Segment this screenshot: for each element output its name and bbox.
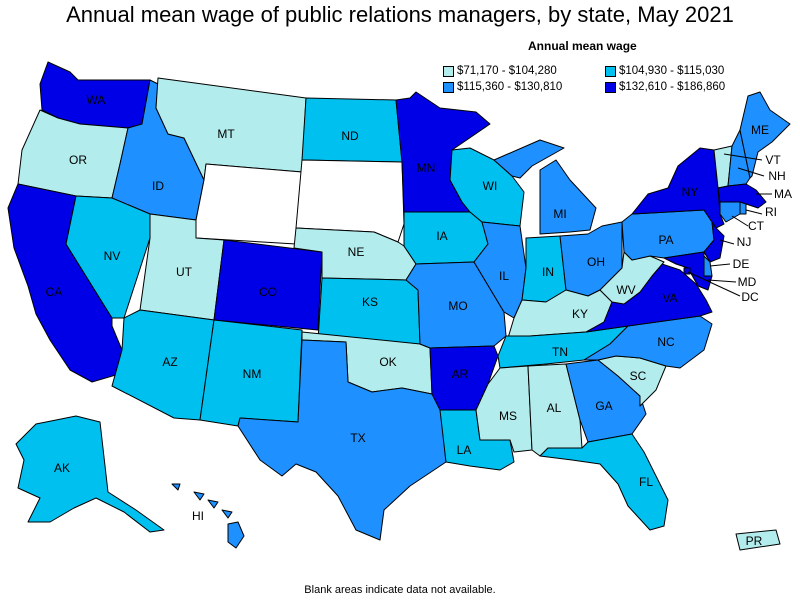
state-mi[interactable] bbox=[493, 139, 597, 235]
label-vt: VT bbox=[765, 153, 781, 167]
label-co: CO bbox=[259, 285, 277, 299]
label-mn: MN bbox=[417, 161, 436, 175]
label-nm: NM bbox=[243, 367, 262, 381]
legend-item-bin4: $132,610 - $186,860 bbox=[605, 81, 725, 93]
legend-title: Annual mean wage bbox=[528, 39, 637, 53]
label-sc: SC bbox=[630, 369, 647, 383]
label-pr: PR bbox=[746, 534, 763, 548]
state-md[interactable] bbox=[663, 251, 713, 291]
label-ca: CA bbox=[46, 285, 63, 299]
label-de: DE bbox=[733, 257, 750, 271]
label-tn: TN bbox=[552, 345, 568, 359]
label-md: MD bbox=[738, 275, 757, 289]
legend-swatch bbox=[443, 81, 454, 93]
label-il: IL bbox=[499, 269, 509, 283]
label-al: AL bbox=[547, 401, 562, 415]
state-wy[interactable] bbox=[195, 163, 303, 245]
state-dc[interactable] bbox=[683, 267, 691, 275]
leader-lines bbox=[687, 153, 772, 297]
label-nv: NV bbox=[104, 249, 121, 263]
label-la: LA bbox=[457, 443, 472, 457]
label-ny: NY bbox=[682, 185, 699, 199]
label-mi: MI bbox=[553, 207, 566, 221]
state-ak[interactable] bbox=[15, 415, 165, 533]
label-ky: KY bbox=[572, 307, 588, 321]
state-hi[interactable] bbox=[171, 483, 245, 549]
label-ri: RI bbox=[765, 205, 777, 219]
state-pr[interactable] bbox=[735, 529, 781, 551]
label-wa: WA bbox=[87, 93, 106, 107]
legend-swatch bbox=[443, 65, 454, 77]
label-pa: PA bbox=[658, 233, 673, 247]
label-ga: GA bbox=[595, 399, 612, 413]
label-ms: MS bbox=[499, 409, 517, 423]
label-ut: UT bbox=[176, 265, 193, 279]
label-ma: MA bbox=[774, 187, 792, 201]
label-ar: AR bbox=[452, 367, 469, 381]
label-nd: ND bbox=[341, 129, 359, 143]
label-ks: KS bbox=[362, 295, 378, 309]
label-ia: IA bbox=[436, 229, 447, 243]
label-va: VA bbox=[662, 291, 677, 305]
label-mt: MT bbox=[217, 127, 235, 141]
state-wv[interactable] bbox=[599, 251, 665, 305]
label-ak: AK bbox=[54, 461, 70, 475]
label-mo: MO bbox=[448, 299, 467, 313]
state-il[interactable] bbox=[473, 221, 527, 319]
label-or: OR bbox=[69, 153, 87, 167]
legend-label: $104,930 - $115,030 bbox=[619, 65, 725, 77]
state-ri[interactable] bbox=[739, 201, 747, 215]
legend-label: $132,610 - $186,860 bbox=[619, 81, 726, 93]
label-nc: NC bbox=[657, 335, 675, 349]
label-me: ME bbox=[751, 123, 769, 137]
label-dc: DC bbox=[741, 290, 759, 304]
label-wv: WV bbox=[616, 283, 635, 297]
state-tx[interactable] bbox=[237, 339, 447, 541]
label-ok: OK bbox=[379, 355, 396, 369]
state-nh[interactable] bbox=[727, 129, 751, 187]
label-az: AZ bbox=[162, 355, 177, 369]
legend-label: $115,360 - $130,810 bbox=[457, 81, 563, 93]
legend-swatch bbox=[605, 81, 616, 93]
label-ct: CT bbox=[748, 219, 765, 233]
legend-label: $71,170 - $104,280 bbox=[457, 65, 557, 77]
label-oh: OH bbox=[587, 255, 605, 269]
state-ks[interactable] bbox=[317, 277, 421, 345]
label-tx: TX bbox=[350, 431, 365, 445]
footnote: Blank areas indicate data not available. bbox=[304, 584, 496, 596]
state-labels: WA OR CA ID NV MT UT AZ CO NM ND NE KS O… bbox=[46, 93, 792, 548]
map-title: Annual mean wage of public relations man… bbox=[66, 2, 734, 27]
label-hi: HI bbox=[192, 509, 204, 523]
state-nv[interactable] bbox=[65, 195, 151, 319]
label-nh: NH bbox=[768, 169, 785, 183]
state-co[interactable] bbox=[213, 239, 323, 331]
state-me[interactable] bbox=[739, 91, 791, 179]
label-fl: FL bbox=[639, 475, 653, 489]
label-id: ID bbox=[152, 179, 164, 193]
label-nj: NJ bbox=[737, 235, 752, 249]
label-wi: WI bbox=[483, 179, 498, 193]
legend-swatch bbox=[605, 65, 616, 77]
state-nc[interactable] bbox=[583, 315, 713, 369]
legend-item-bin3: $115,360 - $130,810 bbox=[443, 81, 562, 93]
legend-item-bin2: $104,930 - $115,030 bbox=[605, 65, 724, 77]
label-ne: NE bbox=[348, 245, 365, 259]
label-in: IN bbox=[542, 265, 554, 279]
legend-item-bin1: $71,170 - $104,280 bbox=[443, 65, 557, 77]
state-fl[interactable] bbox=[539, 433, 669, 531]
state-nj[interactable] bbox=[703, 221, 725, 263]
state-ct[interactable] bbox=[719, 201, 741, 223]
